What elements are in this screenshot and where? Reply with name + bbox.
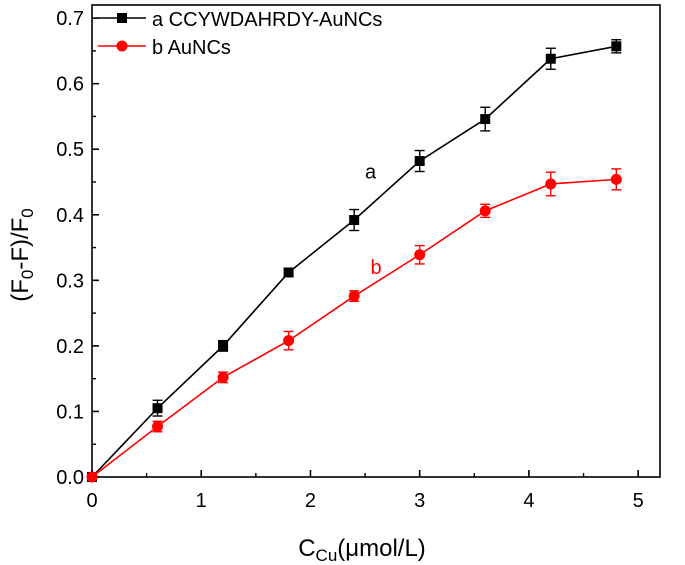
plot-border xyxy=(91,4,661,478)
y-axis-label-open: (F xyxy=(7,279,34,302)
x-tick-label: 5 xyxy=(633,490,644,512)
y-tick-label: 0.3 xyxy=(56,270,84,292)
y-axis-label: (F0-F)/F0 xyxy=(7,208,37,302)
series-layer xyxy=(86,39,622,483)
data-point-a xyxy=(545,53,556,64)
data-point-a xyxy=(283,267,294,278)
series-a xyxy=(87,39,622,482)
data-point-a xyxy=(152,403,163,414)
y-tick-label: 0.2 xyxy=(56,336,84,358)
data-point-b xyxy=(152,421,164,433)
x-axis-label: CCu(μmol/L) xyxy=(298,535,426,565)
plot-frame xyxy=(91,4,661,478)
data-point-b xyxy=(545,178,557,190)
data-point-b xyxy=(414,249,426,261)
x-axis-label-unit: (μmol/L) xyxy=(337,535,426,562)
x-tick-label: 0 xyxy=(86,490,97,512)
data-point-b xyxy=(348,290,360,302)
y-tick-label: 0.1 xyxy=(56,401,84,423)
data-point-a xyxy=(218,340,229,351)
y-axis-label-sub1: 0 xyxy=(18,270,37,279)
y-tick-label: 0.5 xyxy=(56,139,84,161)
legend-marker-b xyxy=(116,40,128,52)
y-axis-ticks: 0.0 0.1 0.2 0.3 0.4 0.5 0.6 0.7 xyxy=(56,8,99,489)
data-point-b xyxy=(283,335,295,347)
series-b xyxy=(86,168,622,483)
x-tick-label: 3 xyxy=(414,490,425,512)
y-tick-label: 0.6 xyxy=(56,74,84,96)
data-point-b xyxy=(86,471,98,483)
data-point-a xyxy=(349,215,360,226)
x-tick-label: 4 xyxy=(523,490,534,512)
y-axis-label-mid: -F)/F xyxy=(7,218,34,270)
legend-label-b: b AuNCs xyxy=(152,37,231,59)
data-point-a xyxy=(414,156,425,167)
series-line-a xyxy=(91,45,617,478)
data-point-b xyxy=(479,205,491,217)
data-point-b xyxy=(610,173,622,185)
annotations-layer: ab xyxy=(365,162,382,279)
y-axis-label-sub2: 0 xyxy=(18,208,37,217)
x-tick-label: 2 xyxy=(305,490,316,512)
x-axis-ticks: 0 1 2 3 4 5 xyxy=(86,470,644,512)
x-axis-label-sub: Cu xyxy=(316,546,338,565)
x-tick-label: 1 xyxy=(196,490,207,512)
data-point-a xyxy=(611,41,622,52)
y-tick-label: 0.0 xyxy=(56,467,84,489)
legend: a CCYWDAHRDY-AuNCs b AuNCs xyxy=(98,9,382,59)
x-axis-label-main: C xyxy=(298,535,315,562)
data-point-a xyxy=(480,114,491,125)
data-point-b xyxy=(217,371,229,383)
annotation-a: a xyxy=(365,162,377,184)
y-tick-label: 0.7 xyxy=(56,8,84,30)
legend-label-a: a CCYWDAHRDY-AuNCs xyxy=(152,9,382,31)
legend-marker-a xyxy=(117,13,127,23)
annotation-b: b xyxy=(370,257,381,279)
y-tick-label: 0.4 xyxy=(56,205,84,227)
